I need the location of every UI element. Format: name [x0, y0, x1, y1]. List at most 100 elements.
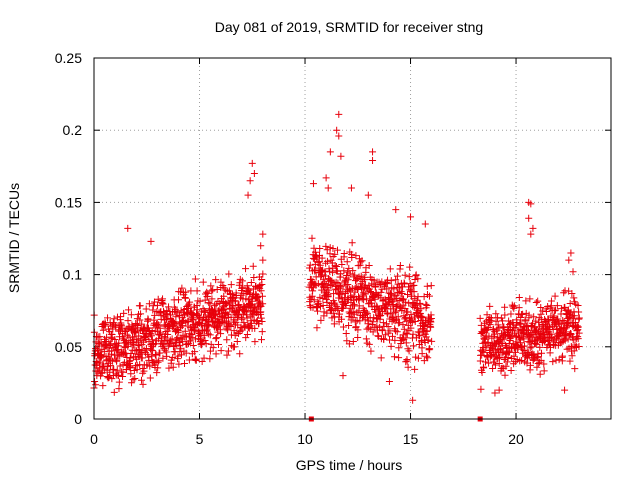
data-point: [575, 308, 583, 316]
data-point: [345, 340, 353, 348]
data-point: [198, 358, 206, 366]
data-point: [243, 314, 251, 322]
data-point: [352, 323, 360, 331]
data-point: [340, 267, 348, 275]
data-point: [529, 224, 537, 232]
data-point: [534, 353, 542, 361]
data-point: [487, 314, 495, 322]
data-point: [526, 344, 534, 352]
data-point: [334, 246, 342, 254]
data-point: [575, 315, 583, 323]
data-point: [575, 343, 583, 351]
data-point: [349, 267, 357, 275]
data-point: [427, 318, 435, 326]
data-point: [205, 299, 213, 307]
data-point: [159, 340, 167, 348]
data-point: [197, 321, 205, 329]
data-point: [343, 271, 351, 279]
data-point: [341, 277, 349, 285]
data-point: [402, 313, 410, 321]
data-point: [127, 349, 135, 357]
data-point: [495, 353, 503, 361]
data-point: [328, 280, 336, 288]
data-point: [482, 358, 490, 366]
data-point: [387, 342, 395, 350]
data-point: [393, 272, 401, 280]
data-point: [212, 350, 220, 358]
data-point: [128, 379, 136, 387]
data-point: [223, 351, 231, 359]
data-point: [426, 345, 434, 353]
data-point: [347, 184, 355, 192]
data-point: [255, 297, 263, 305]
data-point: [91, 378, 99, 386]
data-point: [533, 353, 541, 361]
data-point: [348, 253, 356, 261]
data-point: [333, 262, 341, 270]
data-point: [545, 317, 553, 325]
data-point: [383, 309, 391, 317]
data-point: [520, 335, 528, 343]
data-point: [191, 275, 199, 283]
data-point: [204, 289, 212, 297]
data-point: [416, 332, 424, 340]
data-point: [159, 300, 167, 308]
data-point: [521, 342, 529, 350]
data-point: [182, 288, 190, 296]
data-point: [210, 311, 218, 319]
data-point: [123, 331, 131, 339]
data-point: [120, 343, 128, 351]
data-point: [310, 296, 318, 304]
data-point: [414, 275, 422, 283]
data-point: [325, 286, 333, 294]
data-point: [129, 376, 137, 384]
data-point: [495, 386, 503, 394]
data-point: [519, 310, 527, 318]
data-point: [149, 347, 157, 355]
data-point: [570, 312, 578, 320]
data-point: [533, 363, 541, 371]
data-point: [561, 386, 569, 394]
data-point: [113, 357, 121, 365]
data-point: [259, 270, 267, 278]
data-point: [329, 244, 337, 252]
data-point: [127, 370, 135, 378]
data-point: [392, 206, 400, 214]
data-point: [172, 320, 180, 328]
data-point: [99, 382, 107, 390]
data-point: [559, 352, 567, 360]
data-point: [484, 323, 492, 331]
data-point: [357, 258, 365, 266]
data-point: [242, 334, 250, 342]
data-point: [318, 254, 326, 262]
data-point: [377, 312, 385, 320]
data-point: [526, 361, 534, 369]
data-point: [335, 132, 343, 140]
data-point: [156, 329, 164, 337]
data-point: [402, 339, 410, 347]
data-point: [362, 335, 370, 343]
data-point: [489, 365, 497, 373]
data-point: [501, 303, 509, 311]
data-point: [124, 317, 132, 325]
data-point: [138, 354, 146, 362]
data-point: [337, 315, 345, 323]
data-point: [206, 331, 214, 339]
data-point: [112, 347, 120, 355]
data-point: [381, 331, 389, 339]
data-point: [161, 346, 169, 354]
data-point: [353, 274, 361, 282]
data-point: [176, 341, 184, 349]
y-tick-label: 0.2: [63, 122, 83, 138]
data-point: [316, 261, 324, 269]
data-point: [132, 328, 140, 336]
data-point: [405, 347, 413, 355]
data-point: [253, 317, 261, 325]
data-point: [421, 220, 429, 228]
data-point: [209, 344, 217, 352]
data-point: [322, 174, 330, 182]
data-point: [243, 331, 251, 339]
data-point: [126, 363, 134, 371]
data-point: [565, 256, 573, 264]
data-point: [213, 334, 221, 342]
